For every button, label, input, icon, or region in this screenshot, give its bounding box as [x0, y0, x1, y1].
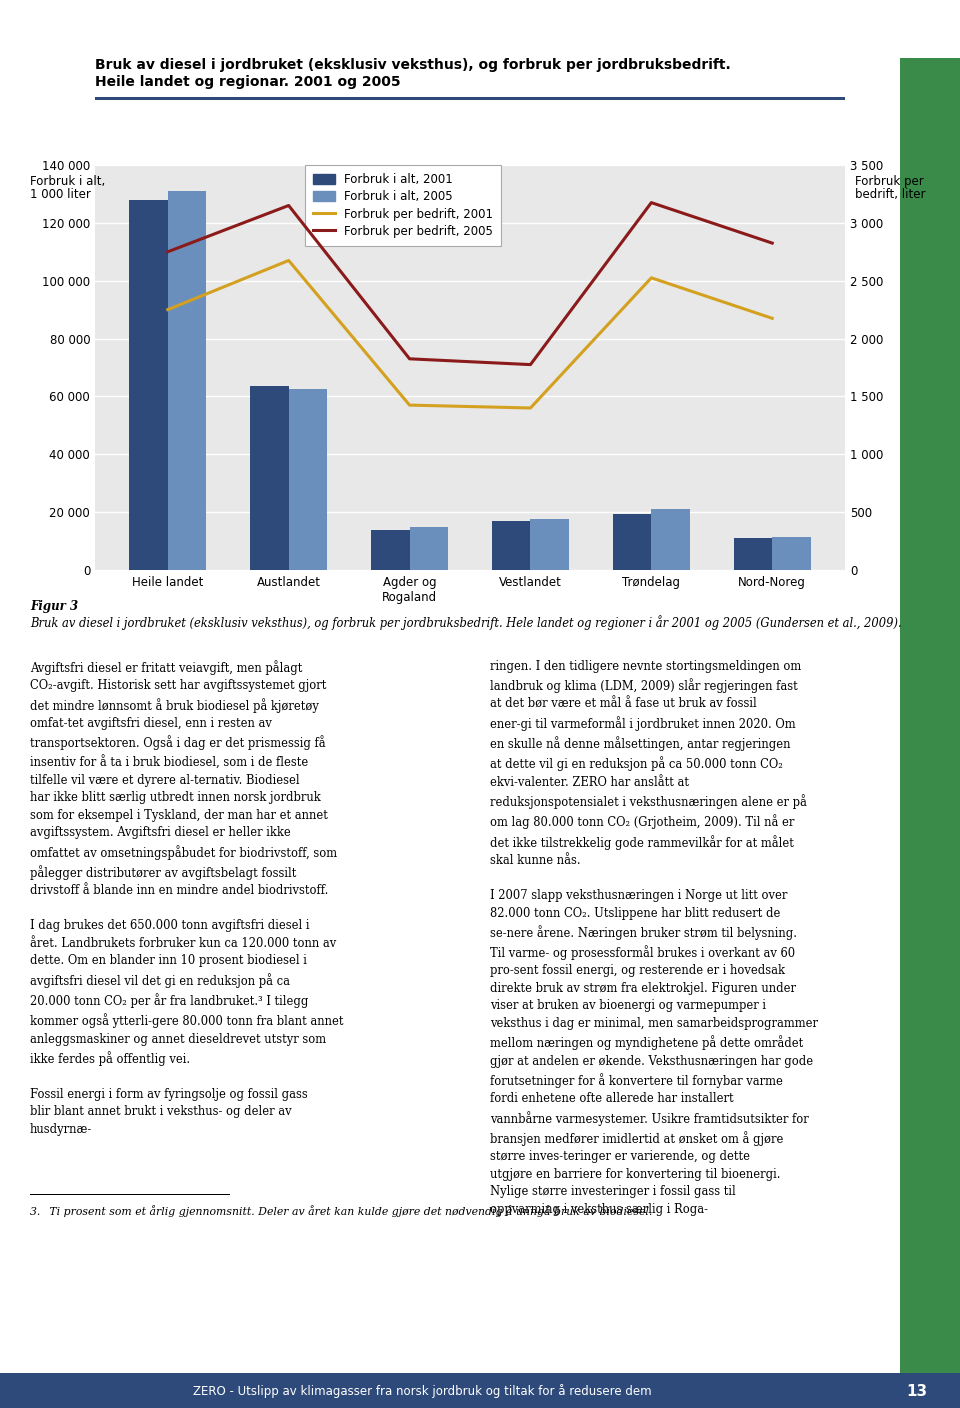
Text: Heile landet og regionar. 2001 og 2005: Heile landet og regionar. 2001 og 2005 [95, 75, 400, 89]
Bar [651, 510, 690, 570]
Bar [250, 386, 289, 570]
Text: Figur 3: Figur 3 [30, 600, 78, 612]
Text: Bruk av diesel i jordbruket (eksklusiv veksthus), og forbruk per jordbruksbedrif: Bruk av diesel i jordbruket (eksklusiv v… [95, 58, 731, 72]
Text: 1 000 liter: 1 000 liter [30, 189, 91, 201]
Text: ZERO - Utslipp av klimagasser fra norsk jordbruk og tiltak for å redusere dem: ZERO - Utslipp av klimagasser fra norsk … [193, 1384, 652, 1398]
Text: Forbruk per: Forbruk per [855, 175, 924, 189]
Text: Forbruk i alt,: Forbruk i alt, [30, 175, 106, 189]
Bar [371, 529, 410, 570]
Text: 3.  Ti prosent som et årlig gjennomsnitt. Deler av året kan kulde gjøre det nødv: 3. Ti prosent som et årlig gjennomsnitt.… [30, 1205, 653, 1217]
Bar [772, 536, 811, 570]
Text: bedrift, liter: bedrift, liter [855, 189, 925, 201]
Bar [289, 389, 327, 570]
Bar [410, 527, 448, 570]
Bar [733, 538, 772, 570]
Bar [492, 521, 531, 570]
Text: 13: 13 [906, 1384, 927, 1398]
Bar [612, 514, 651, 570]
Text: Avgiftsfri diesel er fritatt veiavgift, men pålagt
CO₂-avgift. Historisk sett ha: Avgiftsfri diesel er fritatt veiavgift, … [30, 660, 344, 1136]
Bar [129, 200, 168, 570]
Text: ringen. I den tidligere nevnte stortingsmeldingen om
landbruk og klima (LDM, 200: ringen. I den tidligere nevnte stortings… [490, 660, 818, 1217]
Bar [168, 191, 206, 570]
Text: Bruk av diesel i jordbruket (eksklusiv veksthus), og forbruk per jordbruksbedrif: Bruk av diesel i jordbruket (eksklusiv v… [30, 615, 901, 629]
Bar [531, 520, 569, 570]
Legend: Forbruk i alt, 2001, Forbruk i alt, 2005, Forbruk per bedrift, 2001, Forbruk per: Forbruk i alt, 2001, Forbruk i alt, 2005… [305, 165, 501, 246]
